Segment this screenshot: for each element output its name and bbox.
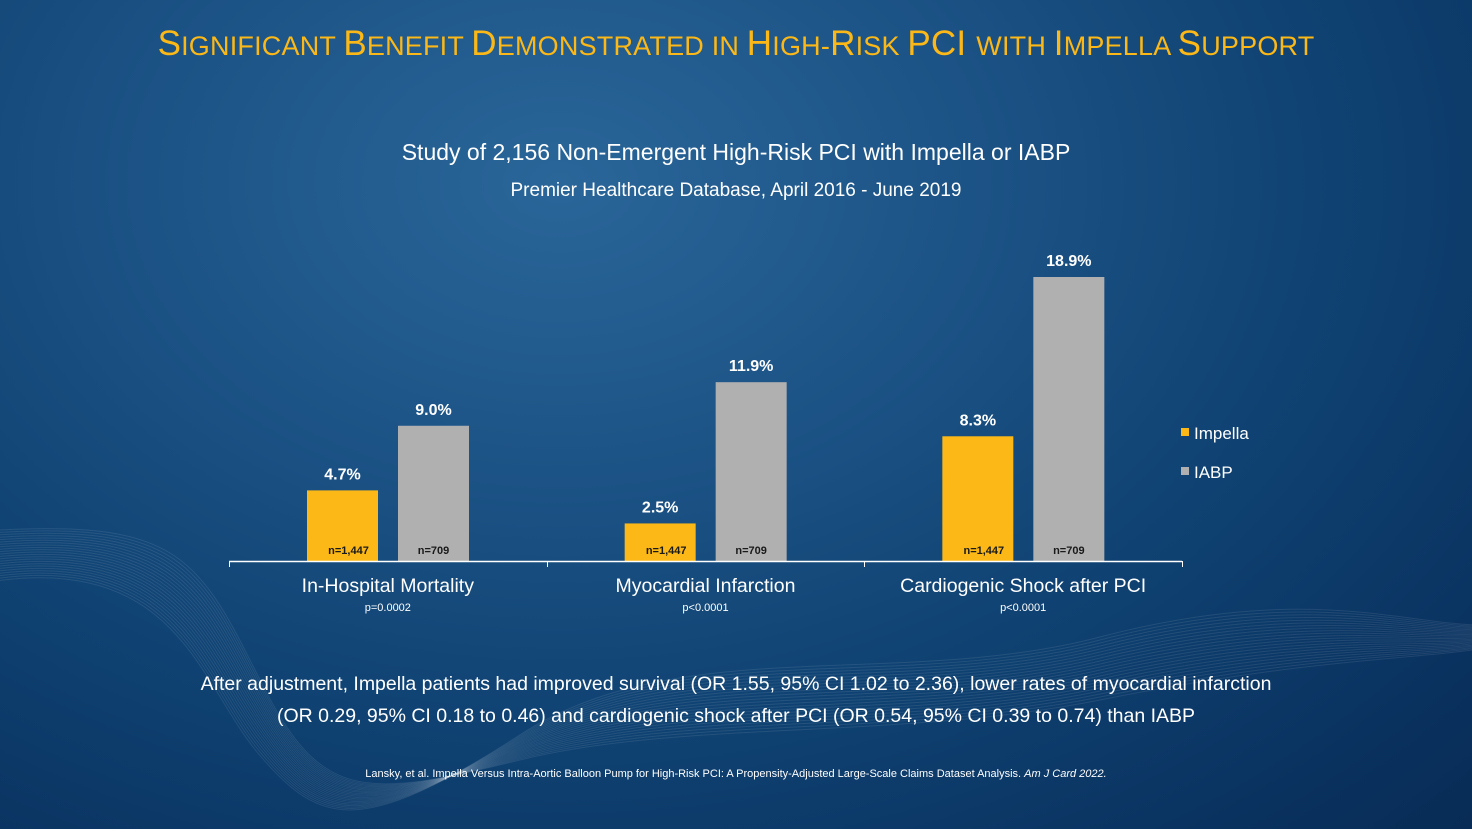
chart-title: Study of 2,156 Non-Emergent High-Risk PC… bbox=[401, 139, 1071, 165]
summary-text: After adjustment, Impella patients had i… bbox=[0, 668, 1472, 732]
chart-subtitle: Premier Healthcare Database, April 2016 … bbox=[510, 180, 962, 201]
summary-line-1: After adjustment, Impella patients had i… bbox=[200, 673, 1272, 695]
title-segment: I bbox=[1053, 24, 1064, 63]
bar-impella bbox=[624, 523, 696, 561]
title-segment: H bbox=[746, 24, 773, 63]
legend-label: Impella bbox=[1194, 424, 1249, 443]
n-label: n=709 bbox=[735, 545, 767, 557]
data-label: 2.5% bbox=[642, 499, 678, 516]
title-segment: PCI bbox=[907, 24, 977, 63]
bar-impella bbox=[942, 436, 1014, 561]
n-label: n=1,447 bbox=[646, 545, 687, 557]
n-label: n=709 bbox=[418, 545, 450, 557]
title-segment: ENEFIT bbox=[366, 31, 472, 61]
title-segment: S bbox=[157, 24, 182, 63]
title-segment: IGNIFICANT bbox=[181, 31, 344, 61]
data-label: 18.9% bbox=[1046, 253, 1091, 270]
p-value-label: p=0.0002 bbox=[365, 602, 411, 614]
citation-text: Lansky, et al. Impella Versus Intra-Aort… bbox=[365, 768, 1025, 780]
title-segment: MPELLA bbox=[1063, 31, 1178, 61]
bar-iabp bbox=[398, 425, 469, 561]
legend-swatch-iabp bbox=[1181, 467, 1189, 475]
legend-label: IABP bbox=[1194, 463, 1233, 482]
n-label: n=709 bbox=[1053, 545, 1085, 557]
data-label: 4.7% bbox=[324, 466, 360, 483]
p-value-label: p<0.0001 bbox=[1000, 602, 1046, 614]
category-label: Myocardial Infarction bbox=[616, 575, 796, 597]
n-label: n=1,447 bbox=[328, 545, 369, 557]
data-label: 9.0% bbox=[415, 402, 451, 419]
category-label: Cardiogenic Shock after PCI bbox=[900, 575, 1146, 597]
data-label: 11.9% bbox=[729, 358, 773, 375]
title-segment: D bbox=[471, 24, 497, 63]
title-segment: IGH- bbox=[772, 31, 831, 61]
title-segment: R bbox=[830, 24, 856, 63]
category-label: In-Hospital Mortality bbox=[302, 575, 475, 597]
legend-swatch-impella bbox=[1181, 428, 1189, 436]
citation: Lansky, et al. Impella Versus Intra-Aort… bbox=[0, 768, 1472, 780]
n-label: n=1,447 bbox=[963, 545, 1004, 557]
p-value-label: p<0.0001 bbox=[682, 602, 728, 614]
bar-iabp bbox=[715, 382, 787, 561]
bar-impella bbox=[307, 490, 378, 561]
data-label: 8.3% bbox=[960, 412, 996, 429]
title-segment: S bbox=[1177, 24, 1202, 63]
citation-journal: Am J Card 2022. bbox=[1024, 768, 1107, 780]
summary-line-2: (OR 0.29, 95% CI 0.18 to 0.46) and cardi… bbox=[276, 705, 1196, 727]
title-segment: UPPORT bbox=[1201, 31, 1315, 61]
slide-title: SIGNIFICANT BENEFIT DEMONSTRATED IN HIGH… bbox=[0, 24, 1472, 64]
title-segment: WITH bbox=[976, 31, 1054, 61]
bar-iabp bbox=[1033, 277, 1105, 561]
title-segment: ISK bbox=[855, 31, 908, 61]
title-segment: B bbox=[343, 24, 367, 63]
title-segment: EMONSTRATED IN bbox=[496, 31, 747, 61]
